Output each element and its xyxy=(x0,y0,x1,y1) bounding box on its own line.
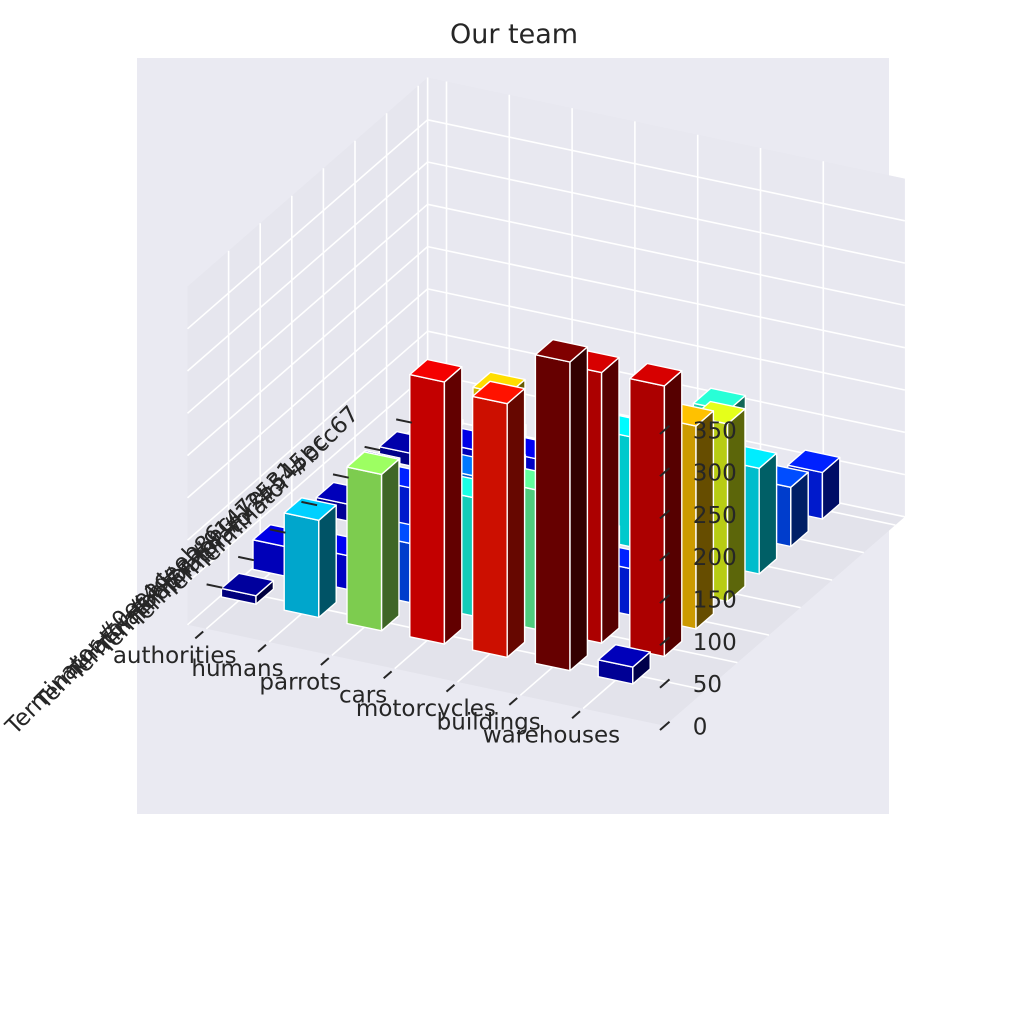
bar-side-face xyxy=(506,387,526,659)
bar-top-face xyxy=(346,451,400,476)
y-tick xyxy=(445,683,456,693)
chart-title: Our team xyxy=(450,19,578,50)
bar xyxy=(597,644,651,685)
z-tick-label: 250 xyxy=(693,503,737,529)
bar-side-face xyxy=(380,458,400,632)
x-tick xyxy=(332,473,349,479)
bar xyxy=(283,497,337,619)
z-tick-label: 0 xyxy=(693,714,708,740)
z-tick xyxy=(659,720,671,731)
wall-gridline xyxy=(427,119,906,222)
z-tick-label: 350 xyxy=(693,418,737,444)
bar-top-face xyxy=(629,362,683,387)
z-tick xyxy=(659,678,671,689)
z-tick-label: 50 xyxy=(693,672,722,698)
wall-gridline xyxy=(186,161,429,372)
z-tick xyxy=(659,636,671,647)
wall-gridline xyxy=(427,161,906,264)
bar-front-face xyxy=(471,395,508,659)
bar-front-face xyxy=(409,373,446,645)
x-tick xyxy=(237,555,255,562)
bar-side-face xyxy=(443,366,463,645)
bar-top-face xyxy=(220,572,275,597)
x-tick xyxy=(364,445,381,452)
z-tick xyxy=(659,594,671,604)
bar-side-face xyxy=(318,504,337,619)
y-tick-label: warehouses xyxy=(483,723,620,749)
bar-top-face xyxy=(471,380,526,405)
bar xyxy=(534,338,589,672)
wall-gridline xyxy=(427,203,906,307)
z-tick xyxy=(659,551,671,562)
z-tick-label: 300 xyxy=(693,461,737,487)
bar-front-face xyxy=(346,466,383,632)
z-tick-label: 150 xyxy=(693,588,737,614)
y-tick-label: buildings xyxy=(437,709,541,735)
wall-gridline xyxy=(186,203,429,414)
x-tick xyxy=(395,418,413,424)
z-tick xyxy=(659,424,671,435)
z-tick-label: 100 xyxy=(693,630,737,656)
bar xyxy=(346,451,400,632)
bar xyxy=(471,380,526,659)
y-tick-label: parrots xyxy=(259,669,341,695)
wall-gridline xyxy=(186,330,429,541)
x-tick xyxy=(301,500,318,507)
bar-side-face xyxy=(758,452,778,575)
wall-gridline xyxy=(427,245,906,349)
y-tick xyxy=(383,670,393,680)
y-tick xyxy=(508,697,518,706)
bar-front-face xyxy=(629,377,666,658)
x-tick xyxy=(206,583,223,589)
bar-front-face xyxy=(283,512,320,619)
bar-top-face xyxy=(283,497,337,521)
bar xyxy=(629,362,683,658)
wall-gridline xyxy=(186,119,429,330)
z-tick xyxy=(659,509,671,520)
bar xyxy=(220,572,275,605)
bar-top-face xyxy=(597,644,651,668)
z-tick xyxy=(659,467,671,478)
wall-gridline xyxy=(186,288,429,499)
y-tick-label: humans xyxy=(191,656,283,682)
y-tick-label: cars xyxy=(339,683,387,709)
x-tick xyxy=(269,528,286,534)
y-tick xyxy=(257,644,267,653)
y-tick-label: authorities xyxy=(113,643,237,669)
y-tick xyxy=(571,710,581,719)
wall-gridline xyxy=(186,372,429,584)
y-tick-label: motorcycles xyxy=(356,696,496,722)
wall-gridline xyxy=(427,288,906,391)
bar-top-face xyxy=(409,358,463,383)
y-tick xyxy=(194,630,204,640)
bar-side-face xyxy=(600,356,620,644)
bar-top-face xyxy=(787,449,841,474)
wall-gridline xyxy=(186,245,429,457)
bar-side-face xyxy=(569,346,589,672)
bar-top-face xyxy=(534,338,589,363)
bar xyxy=(409,358,463,645)
y-tick xyxy=(320,657,330,666)
bar-front-face xyxy=(534,354,571,672)
axis-ticks xyxy=(194,418,671,731)
z-tick-label: 200 xyxy=(693,545,737,571)
bars xyxy=(220,338,841,685)
